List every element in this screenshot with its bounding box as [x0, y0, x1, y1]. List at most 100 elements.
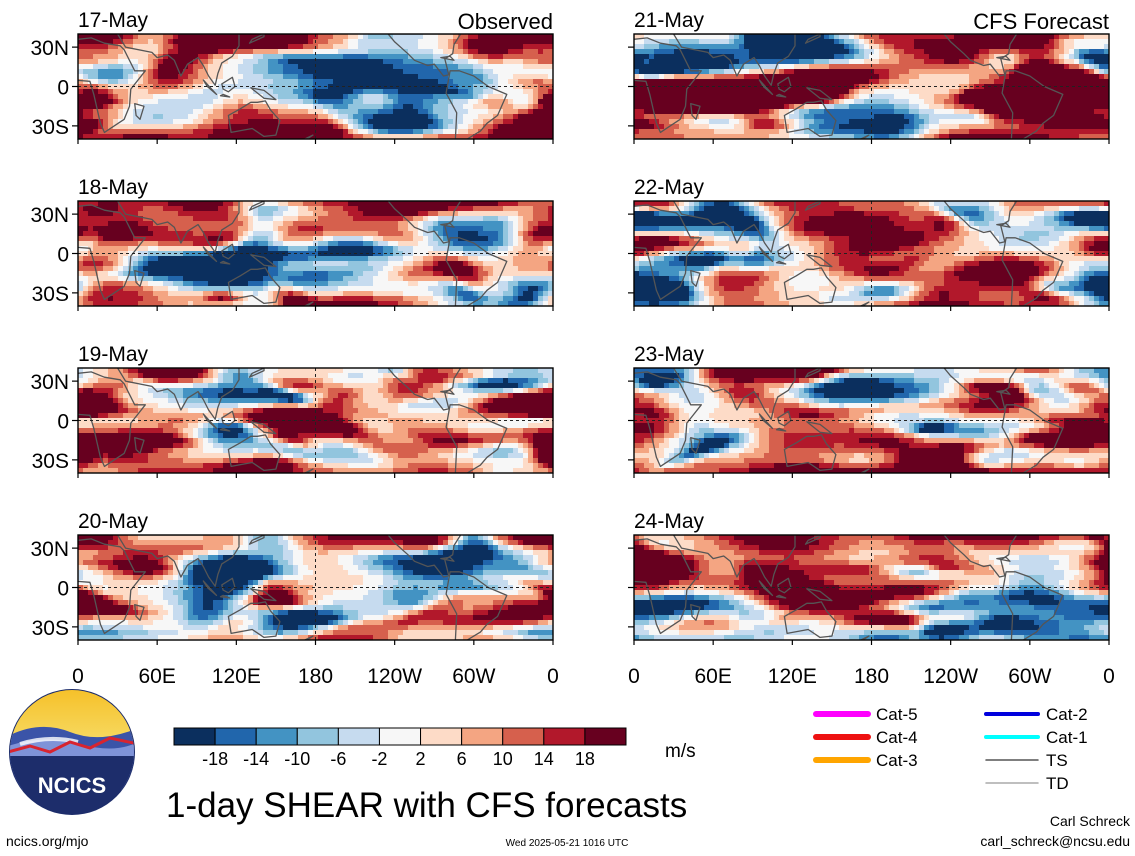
shear-cell — [413, 69, 419, 75]
shear-cell — [473, 49, 479, 55]
shear-cell — [143, 79, 149, 85]
shear-cell — [93, 368, 99, 374]
shear-cell — [523, 99, 529, 105]
shear-cell — [443, 301, 449, 306]
shear-cell — [528, 89, 534, 95]
shear-cell — [508, 286, 514, 292]
shear-cell — [318, 261, 324, 267]
shear-cell — [293, 79, 299, 85]
shear-cell — [138, 413, 144, 419]
shear-cell — [378, 281, 384, 287]
shear-cell — [428, 64, 434, 70]
shear-cell — [93, 109, 99, 115]
shear-cell — [298, 378, 304, 384]
shear-cell — [303, 291, 309, 297]
shear-cell — [463, 114, 469, 120]
shear-cell — [368, 271, 374, 277]
shear-cell — [98, 393, 104, 399]
shear-cell — [118, 109, 124, 115]
shear-cell — [188, 388, 194, 394]
shear-cell — [138, 49, 144, 55]
shear-cell — [108, 388, 114, 394]
shear-cell — [308, 413, 314, 419]
shear-cell — [308, 226, 314, 232]
shear-cell — [478, 388, 484, 394]
shear-cell — [123, 301, 129, 306]
shear-cell — [198, 94, 204, 100]
shear-cell — [423, 378, 429, 384]
shear-cell — [523, 34, 529, 40]
shear-cell — [313, 221, 319, 227]
shear-cell — [533, 378, 539, 384]
shear-cell — [143, 69, 149, 75]
shear-cell — [343, 134, 349, 139]
shear-cell — [518, 44, 524, 50]
shear-cell — [228, 398, 234, 404]
shear-cell — [138, 393, 144, 399]
shear-cell — [378, 383, 384, 389]
shear-cell — [223, 129, 229, 135]
shear-cell — [528, 54, 534, 60]
shear-cell — [218, 44, 224, 50]
shear-cell — [373, 236, 379, 242]
shear-cell — [288, 373, 294, 379]
shear-cell — [348, 398, 354, 404]
shear-cell — [208, 221, 214, 227]
shear-cell — [203, 261, 209, 267]
shear-cell — [193, 79, 199, 85]
shear-cell — [193, 413, 199, 419]
shear-cell — [88, 403, 94, 409]
shear-cell — [248, 378, 254, 384]
shear-cell — [118, 74, 124, 80]
shear-cell — [528, 206, 534, 212]
shear-cell — [193, 119, 199, 125]
shear-cell — [358, 44, 364, 50]
shear-cell — [493, 246, 499, 252]
shear-cell — [253, 231, 259, 237]
shear-cell — [303, 64, 309, 70]
shear-cell — [548, 286, 553, 292]
shear-cell — [328, 281, 334, 287]
shear-cell — [108, 378, 114, 384]
shear-cell — [98, 59, 104, 65]
shear-cell — [473, 89, 479, 95]
shear-cell — [93, 201, 99, 207]
shear-cell — [113, 266, 119, 272]
shear-cell — [138, 211, 144, 217]
shear-cell — [183, 59, 189, 65]
shear-cell — [203, 49, 209, 55]
shear-cell — [408, 373, 414, 379]
shear-cell — [258, 221, 264, 227]
shear-cell — [138, 271, 144, 277]
shear-cell — [283, 201, 289, 207]
shear-cell — [108, 226, 114, 232]
shear-cell — [428, 94, 434, 100]
shear-cell — [188, 256, 194, 262]
shear-cell — [438, 94, 444, 100]
shear-cell — [493, 134, 499, 139]
shear-cell — [308, 44, 314, 50]
shear-cell — [533, 216, 539, 222]
shear-cell — [348, 134, 354, 139]
shear-cell — [283, 413, 289, 419]
shear-cell — [83, 373, 89, 379]
shear-cell — [238, 403, 244, 409]
shear-cell — [103, 236, 109, 242]
shear-cell — [133, 296, 139, 302]
shear-cell — [458, 393, 464, 399]
shear-cell — [448, 378, 454, 384]
shear-cell — [408, 393, 414, 399]
shear-cell — [393, 368, 399, 374]
shear-cell — [208, 64, 214, 70]
shear-cell — [118, 256, 124, 262]
shear-cell — [323, 383, 329, 389]
shear-cell — [213, 104, 219, 110]
shear-cell — [508, 79, 514, 85]
shear-cell — [398, 99, 404, 105]
shear-cell — [333, 211, 339, 217]
shear-cell — [228, 378, 234, 384]
shear-cell — [518, 201, 524, 207]
shear-cell — [388, 383, 394, 389]
shear-cell — [373, 134, 379, 139]
shear-cell — [123, 256, 129, 262]
